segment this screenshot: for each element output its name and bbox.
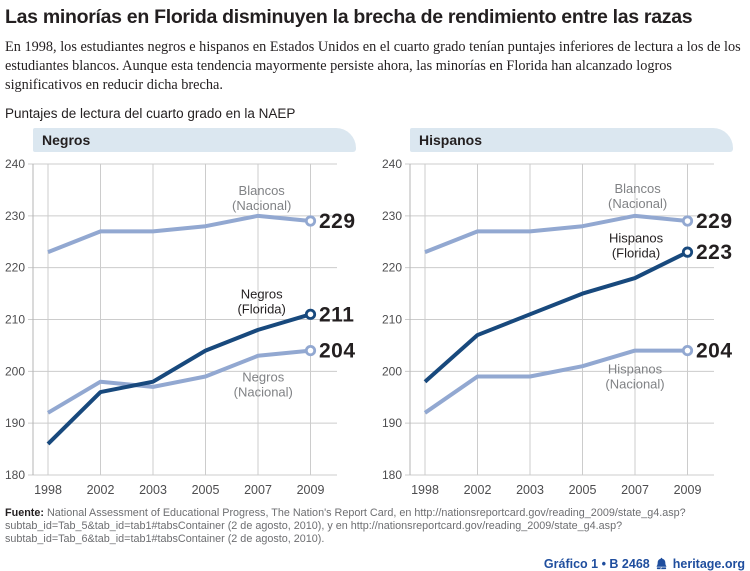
- y-tick-label: 230: [382, 209, 402, 223]
- chart-reference: Gráfico 1 • B 2468: [543, 556, 650, 571]
- end-value-label: 229: [319, 210, 356, 233]
- y-tick-label: 220: [382, 261, 402, 275]
- end-value-label: 223: [696, 241, 733, 264]
- chart-panel-negros: Negros 240 230 220 210 200 190 180 1998 2002 2003…: [5, 128, 368, 504]
- source-note: Fuente: National Assessment of Education…: [5, 507, 745, 546]
- x-tick-label: 2002: [87, 483, 115, 497]
- series-line-blancos-nacional-: [47, 213, 311, 254]
- hispanos-line-chart: 240 230 220 210 200 190 180 1998 2002 2003 2005 200…: [382, 157, 733, 497]
- series-line-hispanos-nacional-: [423, 348, 688, 415]
- x-tick-label: 2003: [139, 483, 167, 497]
- series-annotation: (Florida): [237, 301, 285, 316]
- endpoint-marker: [681, 246, 694, 258]
- y-tick-label: 200: [382, 364, 402, 378]
- x-tick-label: 1998: [34, 483, 62, 497]
- x-tick-label: 2005: [569, 483, 597, 497]
- y-tick-label: 240: [382, 157, 402, 171]
- footer-brand-line: Gráfico 1 • B 2468 heritage.org: [5, 557, 745, 571]
- brand-link[interactable]: heritage.org: [672, 556, 745, 571]
- x-tick-label: 2002: [464, 483, 492, 497]
- liberty-bell-icon: [656, 558, 667, 570]
- y-tick-label: 200: [5, 364, 25, 378]
- series-annotation: Blancos: [239, 183, 286, 198]
- y-tick-label: 230: [5, 209, 25, 223]
- y-tick-label: 210: [382, 313, 402, 327]
- x-tick-label: 2007: [621, 483, 649, 497]
- endpoint-marker: [681, 215, 694, 227]
- end-value-label: 204: [319, 340, 356, 363]
- series-line-negros-florida-: [46, 312, 312, 446]
- series-annotation: Negros: [242, 369, 284, 384]
- source-label: Fuente:: [5, 507, 44, 519]
- endpoint-marker: [304, 308, 317, 320]
- panel-header-label: Hispanos: [419, 132, 483, 148]
- end-value-label: 229: [696, 210, 733, 233]
- series-line-negros-nacional-: [46, 348, 311, 415]
- series-annotation: (Florida): [612, 245, 660, 260]
- series-annotation: (Nacional): [232, 198, 291, 213]
- x-tick-label: 2005: [192, 483, 220, 497]
- x-tick-label: 2007: [244, 483, 272, 497]
- x-tick-label: 2009: [297, 483, 325, 497]
- chart-panel-hispanos: Hispanos 240 230 220 210 200 190 180 1998 2002 20…: [382, 128, 745, 504]
- end-value-label: 204: [696, 340, 733, 363]
- end-value-label: 211: [319, 303, 354, 326]
- negros-line-chart: 240 230 220 210 200 190 180 1998 2002 2003 2005 200…: [5, 157, 356, 497]
- endpoint-marker: [304, 345, 317, 357]
- y-tick-label: 180: [5, 468, 25, 482]
- series-annotation: (Nacional): [608, 196, 667, 211]
- series-annotation: (Nacional): [234, 384, 293, 399]
- series-annotation: Hispanos: [609, 230, 664, 245]
- y-tick-label: 190: [5, 416, 25, 430]
- series-line-hispanos-florida-: [423, 250, 689, 384]
- chart-subtitle: Puntajes de lectura del cuarto grado en …: [5, 106, 296, 121]
- intro-text: En 1998, los estudiantes negros e hispan…: [5, 39, 741, 93]
- panel-header-hispanos: Hispanos: [410, 128, 733, 152]
- x-tick-label: 1998: [411, 483, 439, 497]
- y-tick-label: 190: [382, 416, 402, 430]
- series-annotation: Hispanos: [608, 362, 663, 377]
- panel-header-negros: Negros: [33, 128, 356, 152]
- y-tick-label: 240: [5, 157, 25, 171]
- series-line-blancos-nacional-: [424, 213, 688, 254]
- y-tick-label: 220: [5, 261, 25, 275]
- series-annotation: Blancos: [615, 181, 662, 196]
- y-tick-label: 180: [382, 468, 402, 482]
- series-annotation: (Nacional): [605, 377, 664, 392]
- charts-row: Negros 240 230 220 210 200 190 180 1998 2002 2003…: [5, 128, 745, 504]
- page-title: Las minorías en Florida disminuyen la br…: [5, 6, 693, 28]
- x-tick-label: 2009: [674, 483, 702, 497]
- endpoint-marker: [681, 345, 694, 357]
- series-annotation: Negros: [241, 286, 283, 301]
- panel-header-label: Negros: [42, 132, 91, 148]
- endpoint-marker: [304, 215, 317, 227]
- y-tick-label: 210: [5, 313, 25, 327]
- x-tick-label: 2003: [516, 483, 544, 497]
- source-text: National Assessment of Educational Progr…: [5, 507, 686, 545]
